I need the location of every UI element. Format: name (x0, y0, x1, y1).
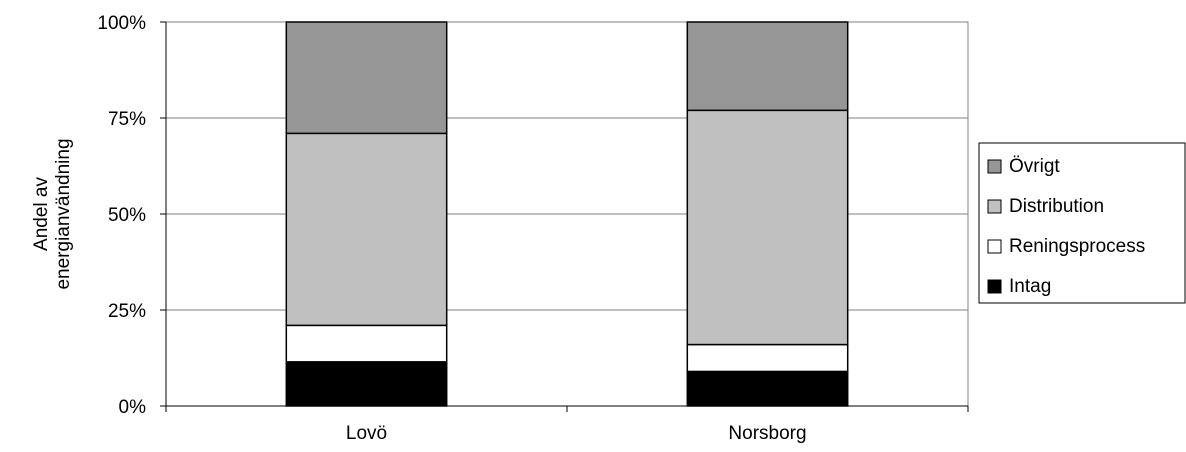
bar-segment (687, 110, 847, 344)
y-tick-label: 75% (108, 109, 146, 130)
legend: Övrigt Distribution Reningsprocess Intag (979, 143, 1185, 303)
y-tick-label: 50% (108, 205, 146, 226)
y-tick-label: 25% (108, 301, 146, 322)
x-tick-label: Lovö (346, 423, 387, 444)
y-axis-title-line-1: Andel av (31, 177, 52, 251)
y-axis-title-line-2: energianvändning (53, 138, 74, 289)
y-tick-label: 0% (119, 397, 147, 418)
bar-segment (286, 325, 446, 361)
y-tick-label: 100% (97, 13, 146, 34)
bar-segment (687, 345, 847, 372)
legend-label: Reningsprocess (1009, 236, 1145, 257)
bar-segment (286, 133, 446, 325)
legend-swatch (988, 280, 1001, 293)
legend-label: Övrigt (1009, 156, 1060, 177)
legend-label: Intag (1009, 276, 1051, 297)
bar-segment (286, 22, 446, 133)
legend-swatch (988, 240, 1001, 253)
bar-segment (687, 371, 847, 406)
legend-label: Distribution (1009, 196, 1104, 217)
bar-segment (687, 22, 847, 110)
x-tick-label: Norsborg (728, 423, 806, 444)
legend-swatch (988, 200, 1001, 213)
x-tick-labels: Lovö Norsborg (346, 423, 807, 444)
y-tick-labels: 0% 25% 50% 75% 100% (97, 13, 146, 418)
legend-swatch (988, 160, 1001, 173)
bar-segment (286, 362, 446, 406)
